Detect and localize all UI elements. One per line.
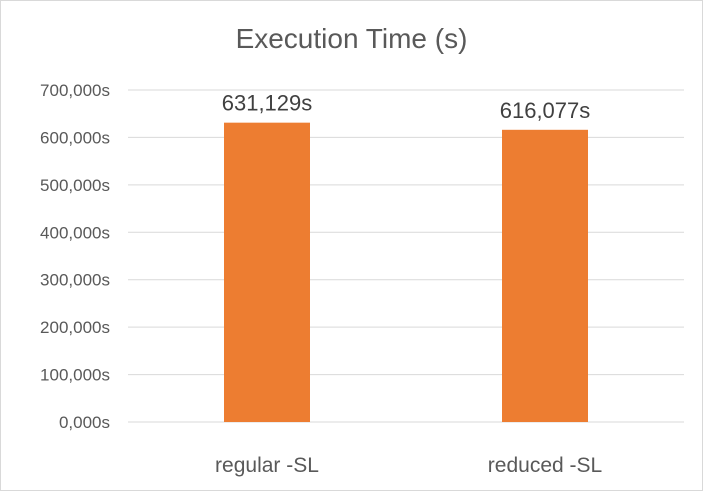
y-tick-label: 400,000s (40, 223, 110, 242)
x-category-label: regular -SL (215, 454, 319, 477)
y-tick-label: 500,000s (40, 176, 110, 195)
bar (502, 129, 588, 423)
labels: 0,000s 100,000s 200,000s 300,000s 400,000s 50… (40, 81, 602, 477)
data-label: 616,077s (500, 98, 591, 123)
y-tick-label: 300,000s (40, 271, 110, 290)
y-tick-label: 200,000s (40, 318, 110, 337)
bar (224, 122, 310, 423)
x-category-label: reduced -SL (488, 454, 602, 477)
bars (224, 122, 588, 423)
y-tick-label: 0,000s (59, 413, 110, 432)
y-tick-label: 600,000s (40, 128, 110, 147)
y-tick-label: 100,000s (40, 366, 110, 385)
data-label: 631,129s (222, 91, 313, 116)
gridlines (128, 89, 684, 423)
y-tick-label: 700,000s (40, 81, 110, 100)
chart-title: Execution Time (s) (235, 23, 468, 54)
